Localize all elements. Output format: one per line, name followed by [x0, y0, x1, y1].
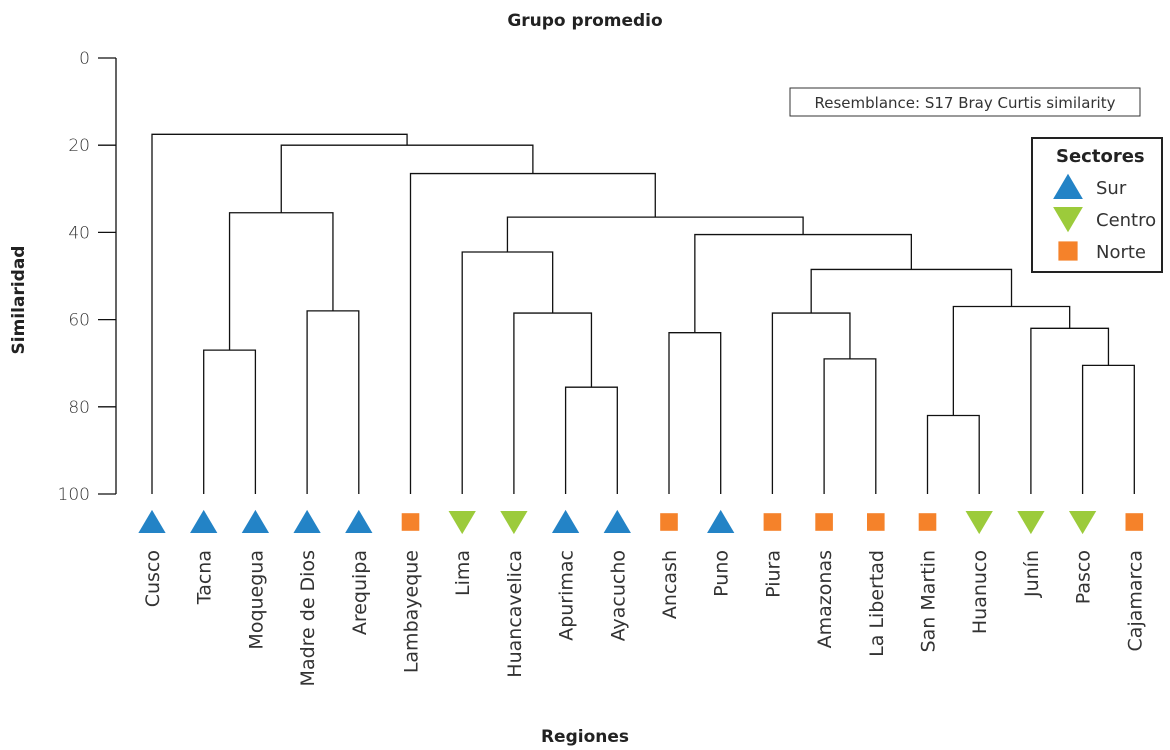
y-tick-label: 40	[68, 223, 90, 243]
leaf-marker-norte	[660, 513, 678, 531]
leaf-marker-centro	[448, 511, 476, 535]
y-axis: 0 20 40 60 80 100	[58, 49, 117, 505]
leaf-label: Tacna	[194, 550, 216, 605]
leaf-label: Huancavelica	[504, 550, 526, 678]
leaf-label: Amazonas	[814, 550, 836, 648]
leaf-marker-norte	[1125, 513, 1144, 531]
leaf-markers	[138, 509, 1144, 535]
leaf-label: San Martin	[918, 550, 940, 652]
leaf-label: Ancash	[659, 550, 681, 619]
leaf-label: Lambayeque	[401, 550, 423, 673]
y-tick-label: 0	[79, 49, 90, 69]
leaf-marker-sur	[603, 509, 631, 533]
dendrogram-link	[280, 144, 534, 213]
leaf-marker-norte	[815, 513, 833, 531]
leaf-label: Lima	[452, 550, 474, 596]
leaf-marker-sur	[241, 509, 270, 533]
dendrogram-link	[306, 310, 360, 494]
dendrogram-link	[409, 172, 656, 494]
dendrogram-link	[564, 386, 618, 494]
leaf-marker-sur	[551, 509, 580, 533]
chart-title: Grupo promedio	[507, 11, 662, 31]
legend: Sectores Sur Centro Norte	[1031, 137, 1163, 273]
leaf-label: Junín	[1021, 550, 1043, 598]
leaf-marker-norte	[401, 513, 420, 531]
leaf-marker-sur	[190, 509, 218, 533]
leaf-label: Cusco	[142, 550, 164, 607]
leaf-label: Arequipa	[349, 550, 371, 635]
leaf-label: Piura	[762, 550, 784, 598]
dendrogram-link	[668, 332, 722, 494]
leaf-marker-norte	[918, 513, 937, 531]
leaf-marker-sur	[345, 509, 373, 533]
dendrogram-link	[513, 312, 593, 494]
leaf-label: Pasco	[1073, 550, 1095, 604]
legend-frame	[1031, 137, 1163, 273]
y-tick-label: 80	[68, 398, 90, 418]
legend-marker-sur	[1053, 173, 1083, 199]
dendrogram-link	[823, 358, 877, 494]
dendrogram-link	[1081, 364, 1135, 494]
dendrogram-link	[771, 312, 851, 494]
leaf-label: Apurimac	[556, 550, 578, 641]
leaf-marker-norte	[763, 513, 782, 531]
leaf-label: La Libertad	[866, 550, 888, 657]
leaf-marker-centro	[1068, 511, 1097, 535]
dendrogram-link	[1030, 327, 1110, 494]
leaf-marker-centro	[1017, 511, 1045, 535]
legend-label: Norte	[1096, 242, 1146, 263]
leaf-marker-centro	[500, 511, 528, 535]
y-tick-label: 100	[58, 485, 90, 505]
leaf-marker-sur	[138, 509, 166, 533]
dendrogram-link	[461, 251, 554, 494]
annotation-text: Resemblance: S17 Bray Curtis similarity	[815, 94, 1116, 112]
legend-label: Sur	[1096, 178, 1127, 199]
y-tick-label: 20	[68, 136, 90, 156]
leaf-marker-norte	[867, 513, 885, 531]
leaf-marker-sur	[293, 509, 321, 533]
dendrogram-links	[151, 133, 1135, 494]
leaf-label: Puno	[711, 550, 733, 597]
annotation-box: Resemblance: S17 Bray Curtis similarity	[789, 87, 1141, 117]
dendrogram-link	[228, 212, 334, 351]
leaf-label: Huanuco	[969, 550, 991, 634]
leaf-label: Cajamarca	[1124, 550, 1146, 651]
leaf-marker-sur	[707, 509, 735, 533]
y-tick-label: 60	[68, 311, 90, 331]
dendrogram-link	[151, 133, 408, 494]
leaf-label: Madre de Dios	[297, 550, 319, 686]
leaf-marker-centro	[965, 511, 993, 535]
dendrogram-link	[203, 349, 257, 494]
legend-label: Centro	[1096, 210, 1156, 231]
leaf-label: Ayacucho	[607, 550, 629, 641]
dendrogram-link	[694, 233, 912, 333]
dendrogram-link	[926, 414, 980, 494]
legend-title: Sectores	[1056, 146, 1145, 167]
x-axis-label: Regiones	[541, 727, 629, 747]
leaf-label: Moquegua	[245, 550, 267, 650]
dendrogram-link	[952, 305, 1071, 416]
leaf-labels: Cusco Tacna Moquegua Madre de Dios Arequipa L…	[142, 550, 1146, 686]
legend-marker-centro	[1053, 207, 1083, 233]
legend-marker-norte	[1058, 241, 1078, 261]
y-axis-label: Similaridad	[9, 246, 29, 355]
